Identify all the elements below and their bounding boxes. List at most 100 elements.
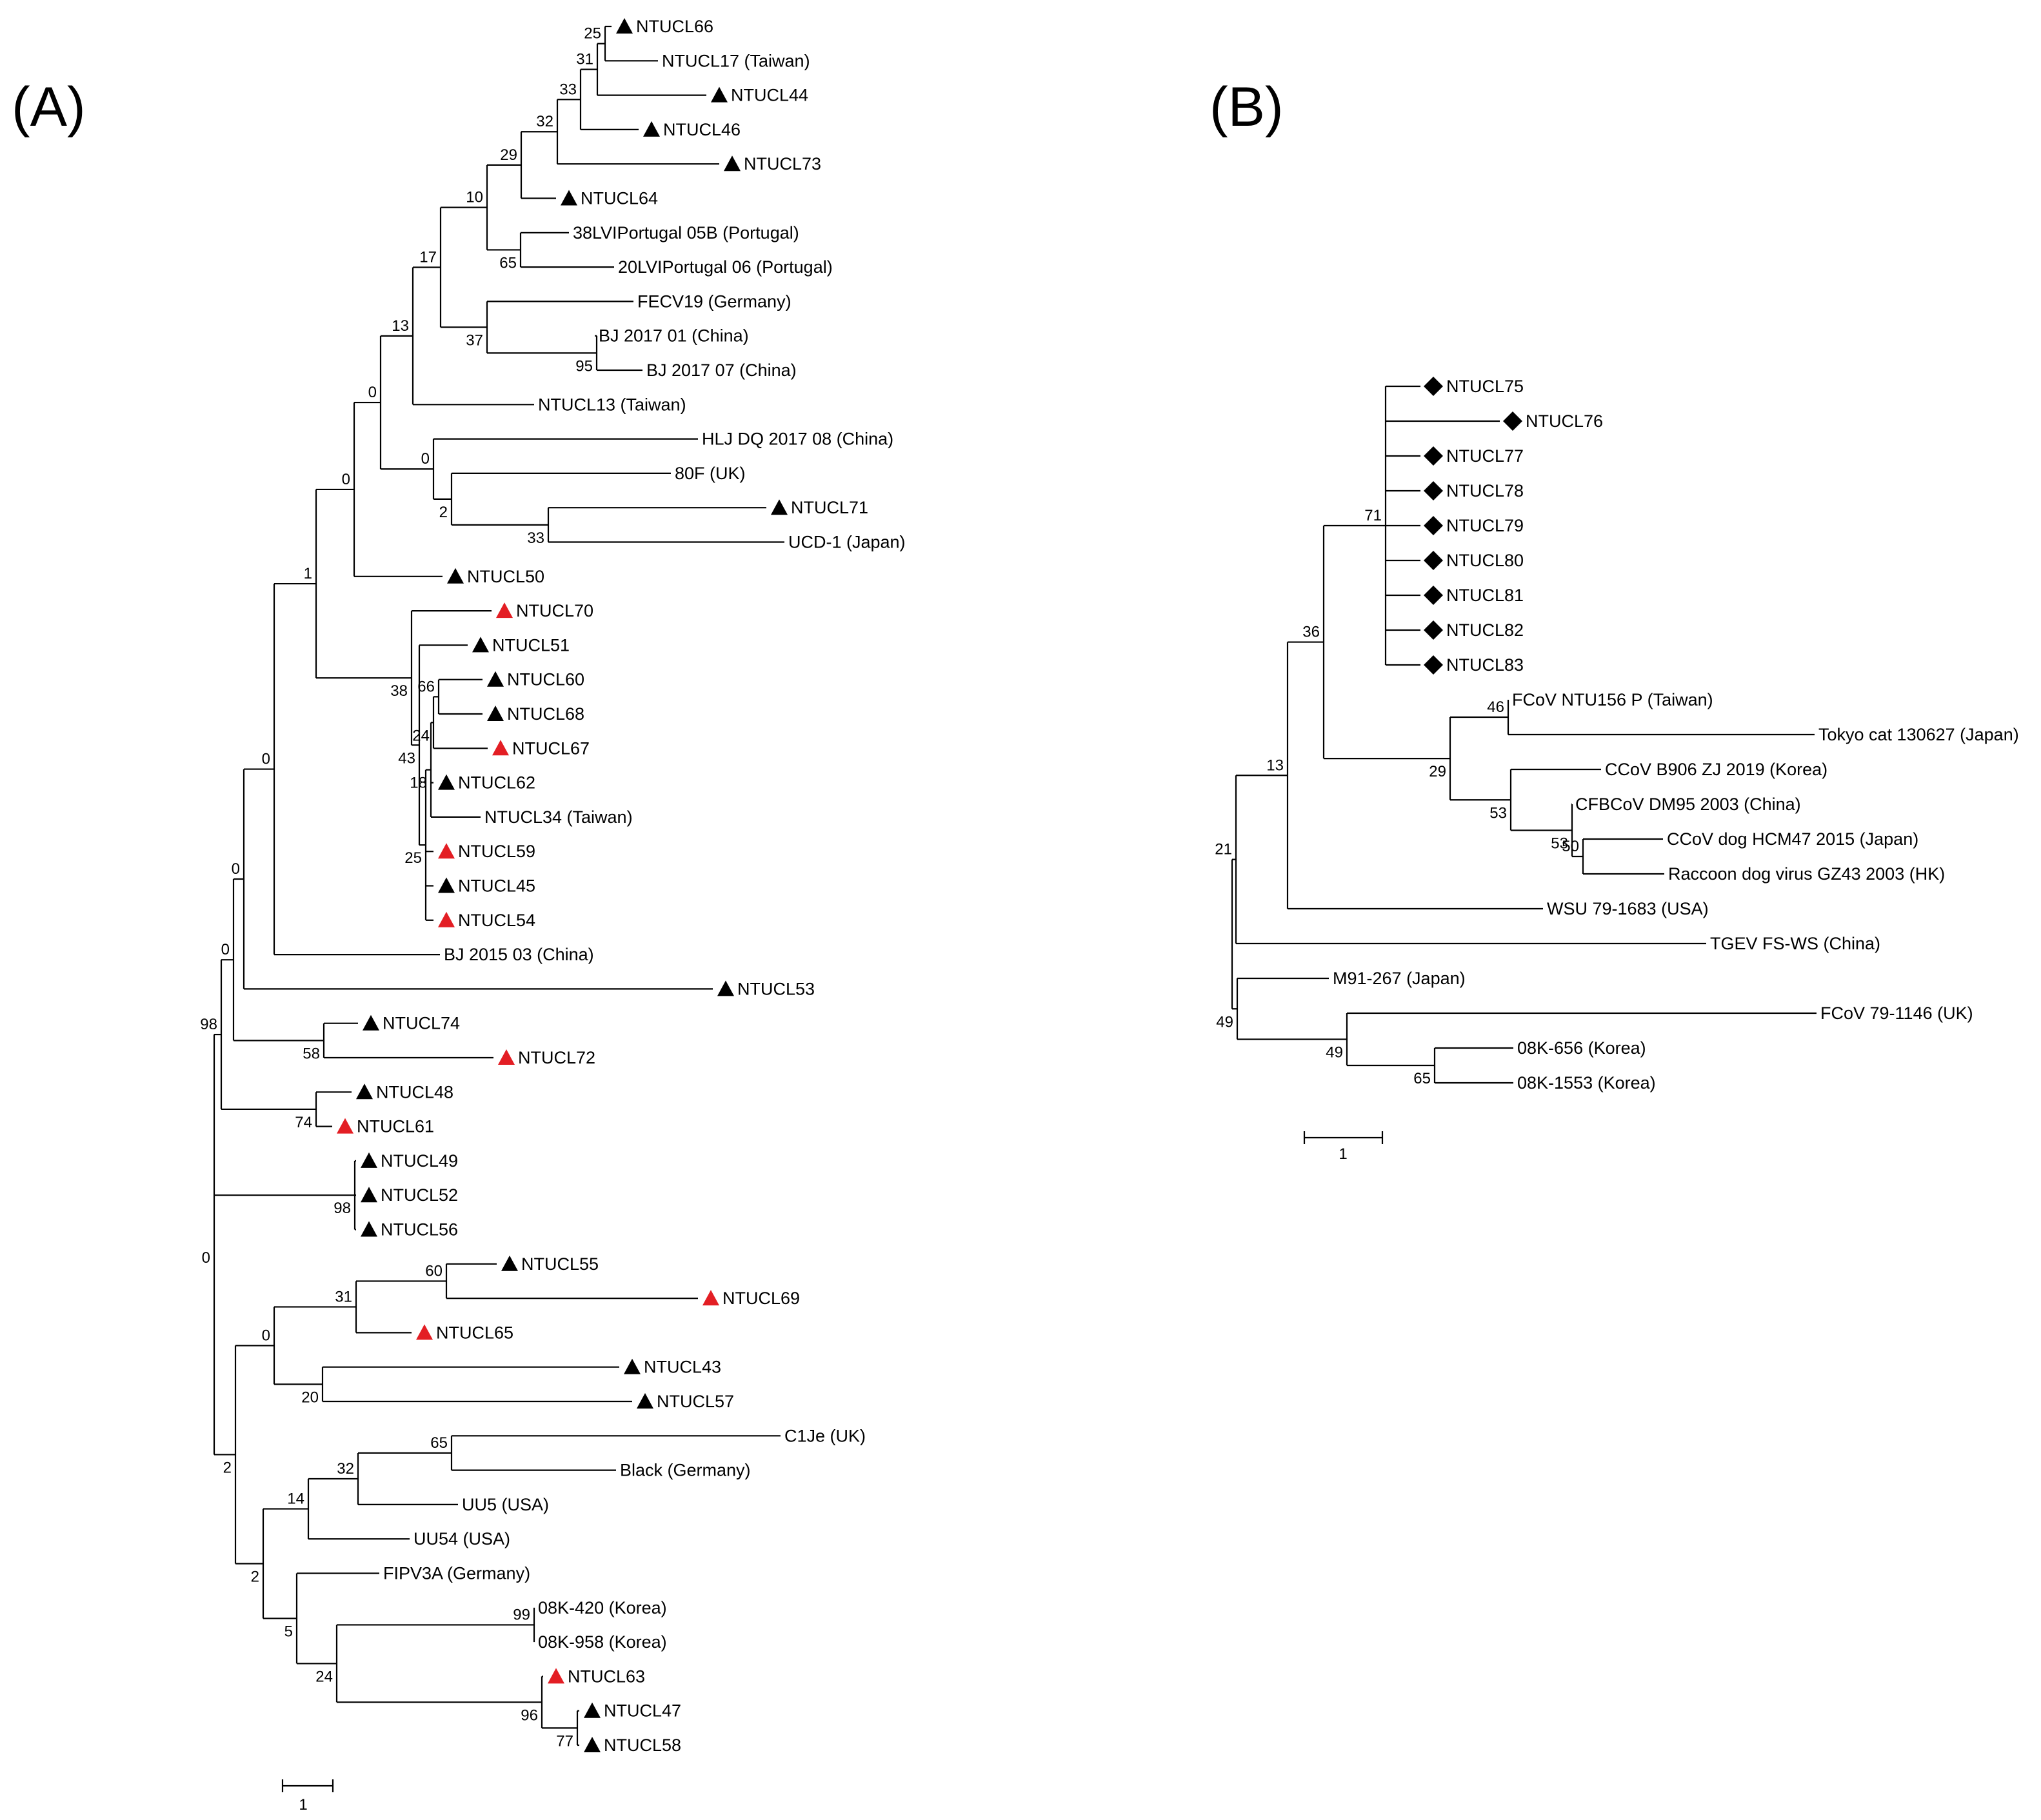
bootstrap-value: 0 [232,860,240,878]
bootstrap-value: 33 [527,529,544,547]
leaf-a_ntucl60: NTUCL60 [507,670,584,689]
bootstrap-value: 65 [430,1434,448,1452]
bootstrap-value: 38 [390,682,408,700]
bootstrap-value: 96 [521,1706,538,1724]
leaf-a_ntucl48: NTUCL48 [376,1082,453,1102]
a_ntucl46-triangle-marker [643,121,660,137]
leaf-b_ccov_dog: CCoV dog HCM47 2015 (Japan) [1667,829,1918,849]
leaf-b_ntucl81: NTUCL81 [1446,586,1524,605]
a_ntucl52-triangle-marker [361,1187,377,1203]
leaf-b_wsu: WSU 79-1683 (USA) [1547,899,1709,918]
bootstrap-value: 2 [223,1459,232,1476]
leaf-b_m91: M91-267 (Japan) [1333,969,1466,988]
a_ntucl59-triangle-marker [438,843,455,859]
leaf-b_ntucl77: NTUCL77 [1446,446,1524,466]
leaf-a_08k420: 08K-420 (Korea) [538,1598,667,1617]
leaf-b_ntucl83: NTUCL83 [1446,655,1524,675]
leaf-a_hlj: HLJ DQ 2017 08 (China) [702,430,893,449]
leaf-a_bj201503: BJ 2015 03 (China) [444,945,594,964]
leaf-b_cfbcov: CFBCoV DM95 2003 (China) [1575,795,1801,814]
leaf-a_ntucl56: NTUCL56 [381,1220,458,1240]
bootstrap-value: 49 [1216,1013,1233,1031]
bootstrap-value: 37 [466,331,483,349]
a_ntucl71-triangle-marker [771,499,788,515]
a_ntucl45-triangle-marker [438,877,455,893]
bootstrap-value: 95 [575,357,593,375]
leaf-a_ntucl54: NTUCL54 [458,911,535,930]
leaf-a_ntucl43: NTUCL43 [644,1358,721,1377]
panel-b-scale-bar: 1 [1303,1131,1384,1163]
a_ntucl66-triangle-marker [616,18,633,34]
bootstrap-value: 13 [1266,757,1284,774]
bootstrap-value: 21 [1215,841,1232,858]
b_ntucl76-diamond-marker [1503,411,1522,431]
a_ntucl47-triangle-marker [584,1702,601,1718]
bootstrap-value: 14 [287,1490,304,1508]
leaf-a_80f: 80F (UK) [675,464,746,483]
leaf-a_fecv19: FECV19 (Germany) [637,292,792,311]
leaf-a_ntucl73: NTUCL73 [744,154,821,173]
leaf-a_ntucl52: NTUCL52 [381,1185,458,1205]
a_ntucl43-triangle-marker [624,1358,641,1374]
a_ntucl72-triangle-marker [498,1049,515,1065]
a_ntucl73-triangle-marker [724,155,741,172]
leaf-a_fipv3a: FIPV3A (Germany) [383,1564,530,1583]
leaf-b_ntucl80: NTUCL80 [1446,551,1524,570]
b_ntucl78-diamond-marker [1424,481,1443,500]
b_ntucl80-diamond-marker [1424,551,1443,570]
bootstrap-value: 53 [1551,835,1568,853]
a_ntucl51-triangle-marker [472,637,489,653]
leaf-a_ntucl55: NTUCL55 [521,1254,599,1274]
b_ntucl77-diamond-marker [1424,446,1443,466]
a_ntucl55-triangle-marker [501,1255,518,1271]
bootstrap-value: 32 [337,1460,354,1478]
bootstrap-value: 60 [425,1262,443,1280]
leaf-a_ntucl44: NTUCL44 [731,86,808,105]
leaf-b_ntucl75: NTUCL75 [1446,377,1524,396]
a_ntucl62-triangle-marker [438,774,455,790]
a_ntucl68-triangle-marker [487,706,504,721]
bootstrap-value: 18 [410,775,427,792]
a_ntucl67-triangle-marker [492,740,509,756]
a_ntucl57-triangle-marker [637,1393,653,1409]
leaf-b_ntucl76: NTUCL76 [1526,411,1603,431]
leaf-b_ntucl79: NTUCL79 [1446,516,1524,535]
a_ntucl74-triangle-marker [363,1014,379,1031]
a_ntucl69-triangle-marker [702,1290,719,1306]
bootstrap-value: 20 [301,1389,319,1406]
leaf-b_tokyo: Tokyo cat 130627 (Japan) [1818,725,2019,744]
leaf-a_ntucl17: NTUCL17 (Taiwan) [662,51,810,70]
leaf-a_ntucl62: NTUCL62 [458,773,535,793]
leaf-b_fcov_ntu156p: FCoV NTU156 P (Taiwan) [1512,690,1713,709]
bootstrap-value: 10 [466,189,483,206]
bootstrap-value: 1 [304,565,312,582]
panel-b-label: (B) [1210,76,1284,138]
panel-a-label: (A) [12,76,86,138]
bootstrap-value: 2 [251,1568,259,1586]
bootstrap-value: 29 [1429,763,1446,780]
panel-b-scale-label: 1 [1339,1145,1347,1163]
leaf-a_ntucl65: NTUCL65 [436,1323,513,1342]
leaf-a_ntucl53: NTUCL53 [737,979,815,998]
leaf-a_ntucl72: NTUCL72 [518,1048,595,1067]
bootstrap-value: 65 [499,254,517,272]
bootstrap-value: 2 [439,504,448,521]
leaf-a_ntucl69: NTUCL69 [722,1289,800,1308]
a_ntucl53-triangle-marker [717,980,734,996]
leaf-a_ntucl51: NTUCL51 [492,635,570,655]
leaf-a_c1je: C1Je (UK) [784,1426,866,1445]
bootstrap-value: 65 [1413,1070,1431,1087]
bootstrap-value: 77 [556,1732,573,1750]
leaf-b_ntucl78: NTUCL78 [1446,481,1524,500]
leaf-b_raccoon: Raccoon dog virus GZ43 2003 (HK) [1668,864,1945,884]
leaf-a_ntucl49: NTUCL49 [381,1151,458,1171]
a_ntucl58-triangle-marker [584,1737,601,1752]
bootstrap-value: 58 [303,1045,320,1062]
leaf-a_08k958: 08K-958 (Korea) [538,1632,667,1652]
bootstrap-value: 74 [295,1114,312,1131]
a_ntucl50-triangle-marker [447,568,464,584]
leaf-b_08k656: 08K-656 (Korea) [1517,1038,1646,1058]
a_ntucl54-triangle-marker [438,911,455,927]
bootstrap-value: 31 [335,1288,352,1305]
